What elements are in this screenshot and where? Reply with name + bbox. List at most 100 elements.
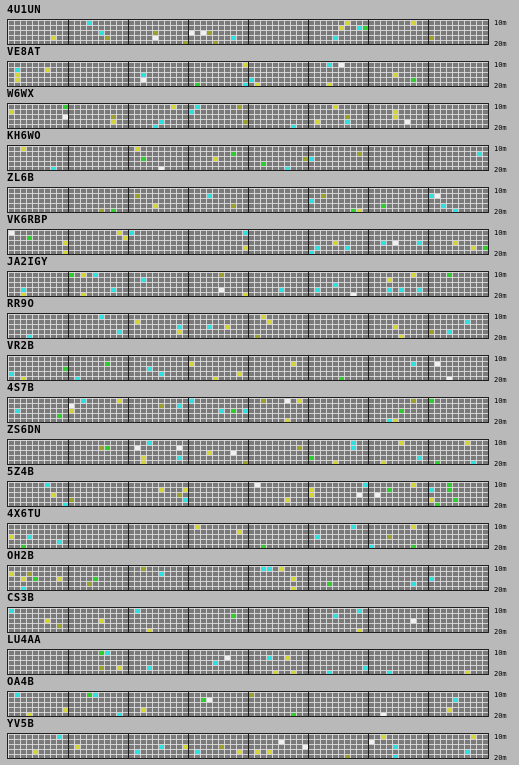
signal-cell [57, 540, 62, 544]
signal-cell [129, 231, 134, 235]
signal-cell [453, 698, 458, 702]
signal-cell [309, 493, 314, 497]
signal-cell [9, 372, 14, 376]
signal-cell [153, 125, 158, 128]
signal-cell [9, 231, 14, 235]
signal-cell [69, 404, 74, 408]
callsign-label: OH2B [7, 550, 35, 562]
hour-separator [128, 104, 129, 128]
signal-grid [7, 61, 489, 87]
signal-cell [63, 105, 68, 109]
signal-cell [159, 167, 164, 170]
signal-cell [15, 78, 20, 82]
signal-cell [99, 666, 104, 670]
hour-separator [308, 20, 309, 44]
beacon-row: VK6RBP 10m 20m [0, 214, 519, 258]
signal-cell [357, 629, 362, 632]
hour-separator [68, 566, 69, 590]
signal-cell [9, 572, 14, 576]
hour-separator [308, 314, 309, 338]
signal-cell [177, 456, 182, 460]
signal-cell [309, 157, 314, 161]
hour-separator [128, 356, 129, 380]
signal-grid [7, 145, 489, 171]
signal-grid [7, 691, 489, 717]
signal-cell [327, 63, 332, 67]
band-label-10m: 10m [494, 19, 507, 27]
band-label-20m: 20m [494, 460, 507, 468]
signal-cell [195, 525, 200, 529]
hour-separator [188, 20, 189, 44]
hour-separator [428, 482, 429, 506]
hour-separator [248, 356, 249, 380]
signal-cell [345, 246, 350, 250]
band-label-20m: 20m [494, 418, 507, 426]
signal-cell [123, 236, 128, 240]
signal-cell [291, 671, 296, 674]
hour-separator [248, 566, 249, 590]
band-label-20m: 20m [494, 670, 507, 678]
hour-separator [188, 566, 189, 590]
signal-cell [357, 26, 362, 30]
band-label-10m: 10m [494, 649, 507, 657]
signal-cell [9, 110, 14, 114]
callsign-label: YV5B [7, 718, 35, 730]
signal-cell [189, 31, 194, 35]
hour-separator [248, 104, 249, 128]
signal-cell [33, 577, 38, 581]
signal-cell [117, 713, 122, 716]
hour-separator [128, 440, 129, 464]
signal-cell [435, 503, 440, 506]
band-label-10m: 10m [494, 523, 507, 531]
hour-separator [308, 62, 309, 86]
hour-separator [248, 692, 249, 716]
hour-separator [68, 650, 69, 674]
hour-separator [68, 272, 69, 296]
hour-separator [368, 62, 369, 86]
signal-cell [135, 609, 140, 613]
band-label-20m: 20m [494, 124, 507, 132]
signal-cell [111, 288, 116, 292]
signal-cell [93, 273, 98, 277]
signal-cell [363, 26, 368, 30]
signal-cell [159, 572, 164, 576]
hour-separator [248, 62, 249, 86]
beacon-row: KH6WO 10m 20m [0, 130, 519, 174]
signal-grid [7, 313, 489, 339]
signal-cell [27, 335, 32, 338]
hour-separator [188, 398, 189, 422]
hour-separator [428, 188, 429, 212]
signal-cell [309, 488, 314, 492]
signal-cell [429, 194, 434, 198]
signal-cell [21, 545, 26, 548]
signal-cell [411, 582, 416, 586]
signal-cell [285, 656, 290, 660]
signal-cell [237, 372, 242, 376]
hour-separator [308, 146, 309, 170]
signal-cell [417, 288, 422, 292]
hour-separator [68, 482, 69, 506]
hour-separator [368, 314, 369, 338]
signal-cell [141, 461, 146, 464]
band-label-20m: 20m [494, 292, 507, 300]
band-label-20m: 20m [494, 334, 507, 342]
hour-separator [308, 650, 309, 674]
hour-separator [188, 230, 189, 254]
signal-cell [69, 409, 74, 413]
signal-cell [435, 461, 440, 464]
signal-cell [417, 241, 422, 245]
hour-separator [308, 398, 309, 422]
signal-cell [45, 619, 50, 623]
signal-cell [447, 273, 452, 277]
hour-separator [308, 608, 309, 632]
signal-cell [63, 241, 68, 245]
band-label-20m: 20m [494, 628, 507, 636]
callsign-label: CS3B [7, 592, 35, 604]
hour-separator [128, 272, 129, 296]
signal-cell [327, 671, 332, 674]
signal-cell [159, 120, 164, 124]
hour-separator [128, 398, 129, 422]
signal-cell [177, 325, 182, 329]
signal-cell [51, 36, 56, 40]
hour-separator [68, 524, 69, 548]
